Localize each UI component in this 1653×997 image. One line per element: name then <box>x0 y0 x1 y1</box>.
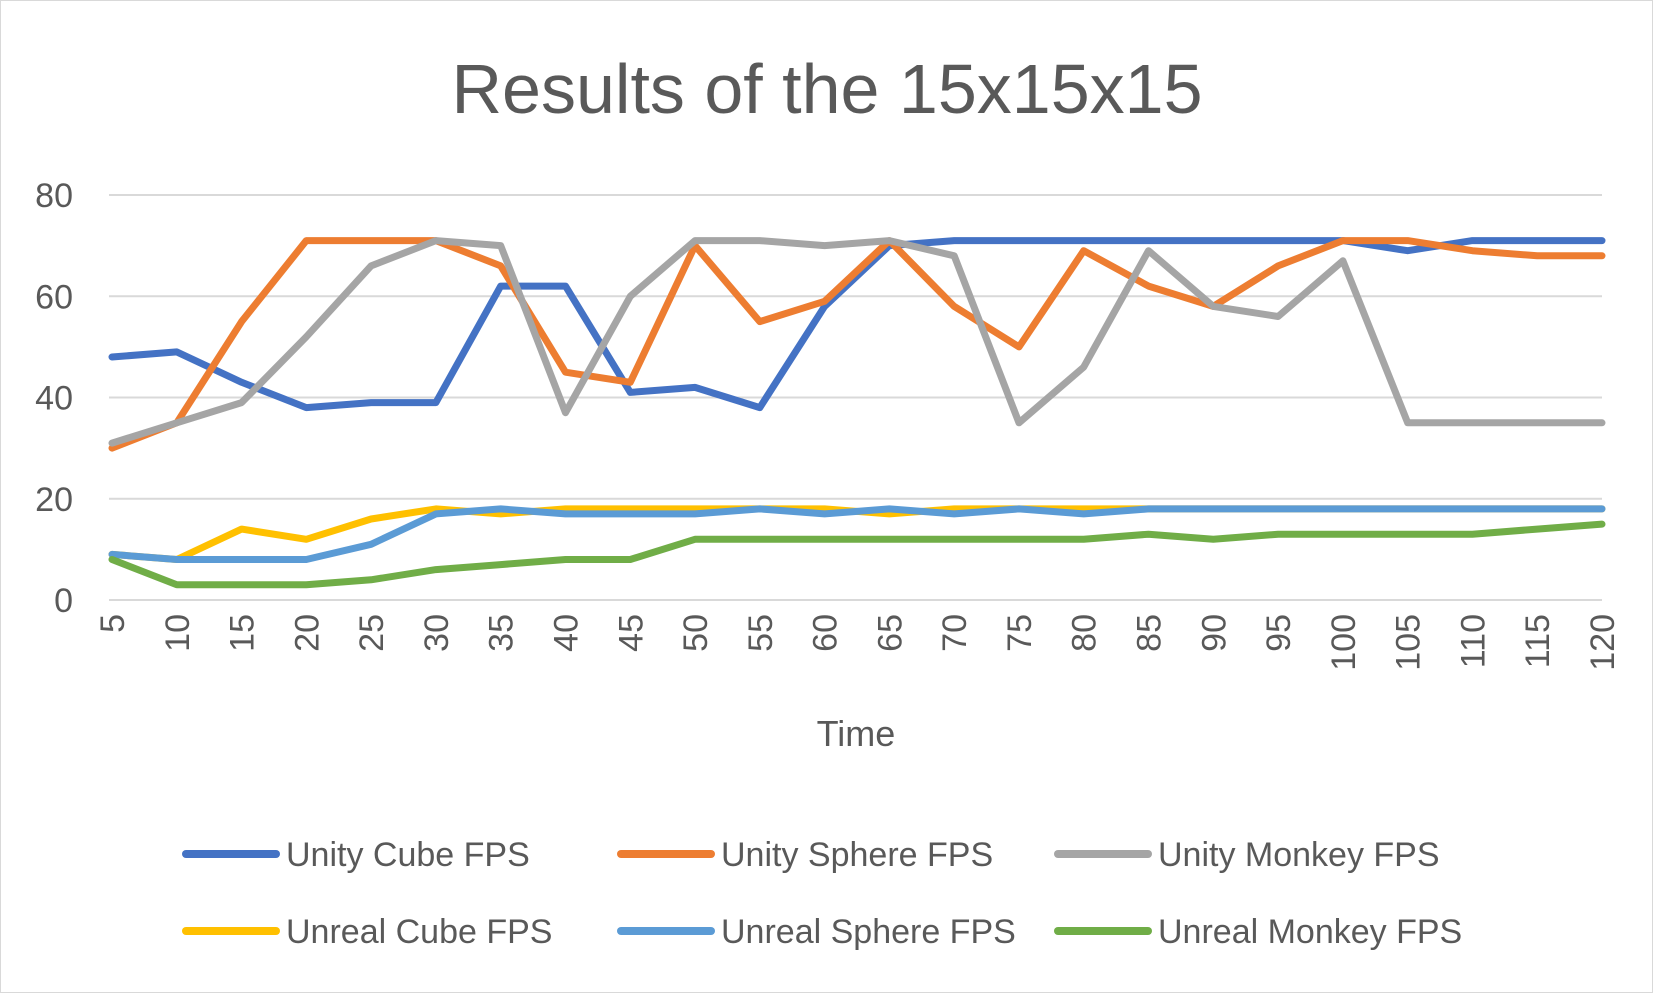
x-tick-label: 5 <box>94 614 132 633</box>
series-line-unity-monkey-fps <box>108 237 1606 447</box>
legend-item: Unity Sphere FPS <box>617 836 993 874</box>
y-tick-label: 20 <box>35 481 73 519</box>
legend-item: Unreal Sphere FPS <box>617 913 1016 951</box>
x-tick-label: 95 <box>1260 614 1298 652</box>
legend-label: Unity Monkey FPS <box>1158 836 1440 874</box>
x-tick-label: 65 <box>871 614 909 652</box>
x-tick-label: 30 <box>418 614 456 652</box>
x-tick-label: 115 <box>1519 614 1557 668</box>
legend-item: Unreal Monkey FPS <box>1054 913 1462 951</box>
legend-label: Unreal Sphere FPS <box>721 913 1016 951</box>
y-tick-label: 0 <box>54 582 73 620</box>
x-tick-label: 60 <box>807 614 845 652</box>
legend-label: Unity Cube FPS <box>286 836 530 874</box>
x-tick-label: 20 <box>288 614 326 652</box>
x-tick-label: 100 <box>1325 614 1363 671</box>
legend-item: Unity Cube FPS <box>182 836 530 874</box>
y-tick-label: 60 <box>35 278 73 316</box>
y-tick-label: 80 <box>35 177 73 215</box>
x-tick-label: 15 <box>224 614 262 652</box>
x-tick-label: 110 <box>1454 614 1492 668</box>
x-axis-tick-labels: 5 10 15 20 25 30 35 40 45 50 55 60 65 70 75 80 85 90 95 100… <box>94 614 1622 671</box>
x-tick-label: 25 <box>353 614 391 652</box>
x-tick-label: 85 <box>1131 614 1169 652</box>
legend-label: Unreal Cube FPS <box>286 913 552 951</box>
series-line-unreal-sphere-fps <box>108 505 1606 563</box>
x-tick-label: 55 <box>742 614 780 652</box>
legend: Unity Cube FPS Unity Sphere FPS Unity Monk… <box>182 836 1462 951</box>
x-tick-label: 120 <box>1584 614 1622 671</box>
x-tick-label: 35 <box>483 614 521 652</box>
x-axis-label: Time <box>817 713 896 754</box>
x-tick-label: 105 <box>1390 614 1428 671</box>
y-tick-label: 40 <box>35 380 73 418</box>
y-axis-tick-labels: 0 20 40 60 80 <box>35 177 73 620</box>
gridlines <box>109 194 1602 601</box>
x-tick-label: 45 <box>612 614 650 652</box>
x-tick-label: 40 <box>547 614 585 652</box>
x-tick-label: 75 <box>1001 614 1039 652</box>
series-lines <box>108 237 1606 589</box>
x-tick-label: 50 <box>677 614 715 652</box>
series-line-unity-sphere-fps <box>108 237 1606 452</box>
x-tick-label: 70 <box>936 614 974 652</box>
x-tick-label: 80 <box>1066 614 1104 652</box>
legend-label: Unreal Monkey FPS <box>1158 913 1462 951</box>
legend-label: Unity Sphere FPS <box>721 836 993 874</box>
series-line-unity-cube-fps <box>108 237 1606 412</box>
x-tick-label: 10 <box>159 614 197 652</box>
chart-title: Results of the 15x15x15 <box>451 50 1202 128</box>
legend-item: Unreal Cube FPS <box>182 913 552 951</box>
x-tick-label: 90 <box>1195 614 1233 652</box>
legend-item: Unity Monkey FPS <box>1054 836 1440 874</box>
series-line-unreal-monkey-fps <box>108 520 1606 589</box>
